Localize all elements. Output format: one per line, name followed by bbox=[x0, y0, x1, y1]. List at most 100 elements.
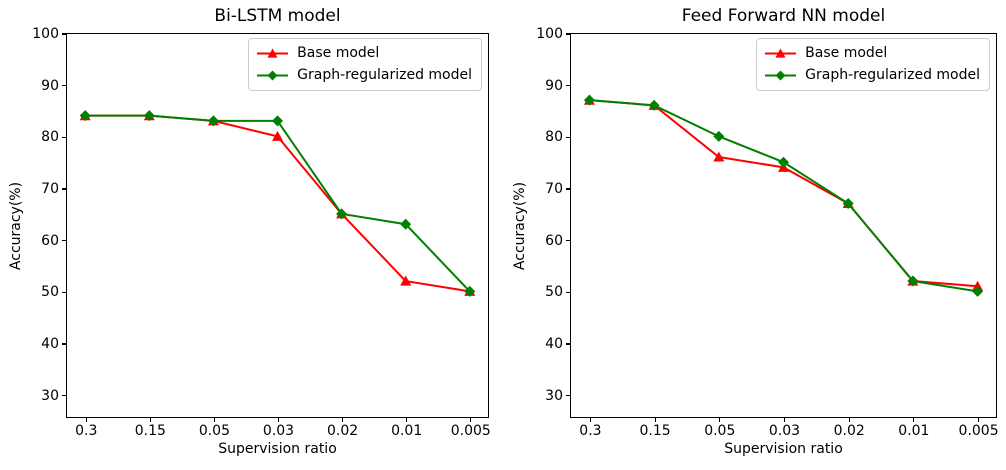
y-tick-label: 70 bbox=[41, 181, 59, 198]
x-tick-mark bbox=[848, 418, 850, 422]
legend-marker bbox=[775, 70, 786, 81]
diamond-marker bbox=[79, 110, 91, 122]
y-tick-mark bbox=[62, 291, 66, 293]
legend-label: Graph-regularized model bbox=[297, 67, 472, 83]
green-diamond-line-icon bbox=[257, 70, 289, 81]
series-line bbox=[589, 99, 978, 293]
diamond-marker bbox=[778, 156, 789, 168]
diamond-marker bbox=[972, 285, 984, 297]
x-tick-label: 0.3 bbox=[75, 423, 98, 439]
x-tick-mark bbox=[589, 418, 591, 422]
triangle-marker bbox=[972, 280, 984, 291]
x-tick-label: 0.05 bbox=[704, 423, 736, 439]
x-tick-mark bbox=[913, 418, 915, 422]
plot-lines-bilstm bbox=[79, 110, 476, 297]
y-tick-mark bbox=[62, 343, 66, 345]
diamond-marker bbox=[842, 198, 854, 210]
series-line bbox=[85, 114, 471, 293]
legend-marker bbox=[267, 48, 278, 58]
x-tick-label: 0.02 bbox=[326, 423, 359, 439]
diamond-marker bbox=[143, 110, 155, 122]
x-tick-label: 0.3 bbox=[579, 423, 602, 439]
triangle-marker bbox=[400, 275, 412, 286]
x-tick-mark bbox=[470, 418, 472, 422]
y-tick-label: 30 bbox=[545, 387, 563, 404]
x-tick-mark bbox=[406, 418, 408, 422]
y-tick-mark bbox=[566, 136, 570, 138]
plot-lines-ffnn bbox=[583, 94, 984, 297]
legend-label: Graph-regularized model bbox=[805, 67, 980, 83]
x-tick-label: 0.005 bbox=[450, 423, 491, 439]
x-tick-mark bbox=[149, 418, 151, 422]
legend-label: Base model bbox=[805, 45, 888, 61]
y-tick-mark bbox=[566, 33, 570, 35]
legend-entry-graph-regularized-model: Graph-regularized model bbox=[256, 65, 472, 86]
x-tick-label: 0.15 bbox=[134, 423, 166, 439]
legend-bilstm: Base model Graph-regularized model bbox=[248, 38, 482, 91]
diamond-marker bbox=[583, 94, 595, 106]
legend-label: Base model bbox=[297, 45, 380, 61]
y-tick-mark bbox=[62, 136, 66, 138]
triangle-marker bbox=[272, 130, 283, 141]
y-tick-mark bbox=[566, 343, 570, 345]
y-tick-mark bbox=[566, 395, 570, 397]
x-tick-label: 0.15 bbox=[639, 423, 671, 439]
y-tick-label: 50 bbox=[41, 284, 59, 301]
y-tick-label: 60 bbox=[545, 232, 563, 249]
x-tick-label: 0.005 bbox=[958, 423, 999, 439]
y-tick-label: 80 bbox=[545, 129, 563, 146]
y-tick-label: 60 bbox=[41, 232, 59, 249]
x-tick-mark bbox=[783, 418, 786, 422]
legend-entry-graph-regularized-model: Graph-regularized model bbox=[764, 65, 980, 86]
y-tick-mark bbox=[62, 240, 66, 242]
y-tick-label: 40 bbox=[545, 336, 563, 353]
y-tick-mark bbox=[566, 188, 570, 190]
green-diamond-line-icon bbox=[765, 70, 797, 81]
x-tick-mark bbox=[719, 418, 721, 422]
y-tick-mark bbox=[566, 240, 570, 242]
y-tick-mark bbox=[62, 188, 66, 190]
x-tick-label: 0.03 bbox=[768, 423, 801, 439]
legend-marker bbox=[267, 70, 278, 81]
legend-ffnn: Base model Graph-regularized model bbox=[756, 38, 990, 91]
axes-title-bilstm: Bi-LSTM model bbox=[214, 6, 341, 26]
diamond-marker bbox=[464, 285, 476, 297]
y-tick-label: 90 bbox=[41, 77, 59, 94]
x-tick-mark bbox=[277, 418, 280, 422]
legend-entry-base-model: Base model bbox=[764, 43, 980, 64]
axes-title-ffnn: Feed Forward NN model bbox=[681, 6, 886, 26]
x-tick-mark bbox=[977, 418, 980, 422]
x-tick-label: 0.01 bbox=[391, 423, 423, 439]
y-tick-mark bbox=[62, 33, 66, 35]
y-tick-mark bbox=[62, 395, 66, 397]
y-tick-label: 90 bbox=[545, 77, 563, 94]
x-tick-mark bbox=[341, 418, 344, 422]
diamond-marker bbox=[336, 208, 348, 220]
red-triangle-line-icon bbox=[765, 48, 797, 58]
diamond-marker bbox=[400, 218, 412, 230]
x-tick-mark bbox=[85, 418, 87, 422]
y-tick-label: 30 bbox=[41, 387, 59, 404]
x-axis-label-ffnn: Supervision ratio bbox=[724, 441, 843, 457]
y-tick-label: 80 bbox=[41, 129, 59, 146]
x-tick-label: 0.03 bbox=[262, 423, 295, 439]
x-tick-label: 0.01 bbox=[898, 423, 930, 439]
series-line bbox=[85, 114, 470, 293]
y-tick-label: 100 bbox=[536, 26, 563, 42]
diamond-marker bbox=[207, 115, 219, 127]
legend-marker bbox=[775, 48, 786, 58]
y-tick-mark bbox=[62, 85, 66, 87]
x-axis-label-bilstm: Supervision ratio bbox=[218, 441, 337, 457]
y-tick-label: 50 bbox=[545, 284, 563, 301]
y-tick-label: 100 bbox=[32, 26, 59, 42]
axes-ffnn: Feed Forward NN model Accuracy(%) Superv… bbox=[512, 6, 999, 457]
series-line bbox=[589, 99, 978, 288]
diamond-marker bbox=[713, 130, 725, 142]
axes-bilstm: Bi-LSTM model Accuracy(%) Supervision ra… bbox=[8, 6, 491, 457]
x-tick-mark bbox=[654, 418, 656, 422]
diamond-marker bbox=[648, 99, 660, 111]
y-tick-label: 40 bbox=[41, 336, 59, 353]
x-tick-mark bbox=[213, 418, 215, 422]
y-tick-label: 70 bbox=[545, 181, 563, 198]
